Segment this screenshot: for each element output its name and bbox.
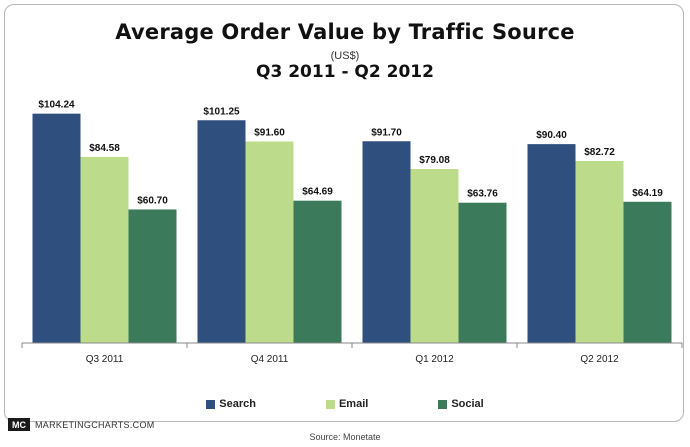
data-label-social-2: $64.69	[302, 187, 333, 198]
legend-item-search: Search	[206, 398, 256, 410]
legend-swatch	[438, 399, 448, 409]
legend-item-social: Social	[438, 398, 484, 410]
bar-email-2	[245, 141, 294, 343]
x-axis: Q3 2011 Q4 2011 Q1 2012 Q2 2012	[21, 342, 683, 365]
chart-title: Average Order Value by Traffic Source	[115, 20, 575, 44]
bars-group	[32, 113, 672, 343]
x-tick-label: Q1 2012	[415, 354, 454, 365]
brand-logo: MC MARKETINGCHARTS.COM	[8, 418, 155, 431]
legend: Search Email Social	[0, 398, 690, 410]
data-label-social-1: $60.70	[137, 195, 168, 206]
data-label-email-2: $91.60	[254, 127, 285, 138]
bar-search-3	[362, 141, 411, 343]
x-tick-label: Q4 2011	[251, 354, 289, 365]
bar-social-4	[623, 201, 672, 343]
data-label-email-1: $84.58	[89, 143, 120, 154]
legend-item-email: Email	[325, 398, 369, 410]
bar-search-4	[527, 144, 576, 343]
data-label-search-4: $90.40	[536, 130, 567, 141]
bar-social-1	[128, 209, 177, 343]
data-label-email-4: $82.72	[584, 147, 615, 158]
data-labels-group: $104.24 $84.58 $60.70 $101.25 $91.60 $64.69 $9…	[38, 100, 663, 207]
x-tick-label: Q2 2012	[580, 354, 619, 365]
bar-social-3	[458, 202, 507, 343]
chart-units: (US$)	[330, 50, 360, 62]
logo-mark: MC	[8, 418, 30, 431]
chart-subtitle: Q3 2011 - Q2 2012	[256, 62, 434, 82]
data-label-search-3: $91.70	[371, 127, 402, 138]
data-label-social-4: $64.19	[632, 188, 663, 199]
bar-search-2	[197, 120, 246, 343]
data-label-search-2: $101.25	[203, 106, 240, 117]
legend-label: Search	[219, 398, 256, 410]
legend-swatch	[206, 399, 216, 409]
legend-label: Email	[338, 398, 369, 410]
bar-email-1	[80, 156, 129, 343]
bar-email-3	[410, 169, 459, 343]
data-label-social-3: $63.76	[467, 189, 498, 200]
bar-search-1	[32, 113, 81, 343]
legend-swatch	[325, 399, 335, 409]
source-note: Source: Monetate	[309, 432, 381, 442]
bar-email-4	[575, 161, 624, 343]
data-label-search-1: $104.24	[38, 100, 75, 111]
data-label-email-3: $79.08	[419, 155, 450, 166]
legend-label: Social	[451, 398, 484, 410]
bar-social-2	[293, 200, 342, 343]
logo-text: MARKETINGCHARTS.COM	[35, 419, 155, 430]
x-tick-label: Q3 2011	[86, 354, 124, 365]
